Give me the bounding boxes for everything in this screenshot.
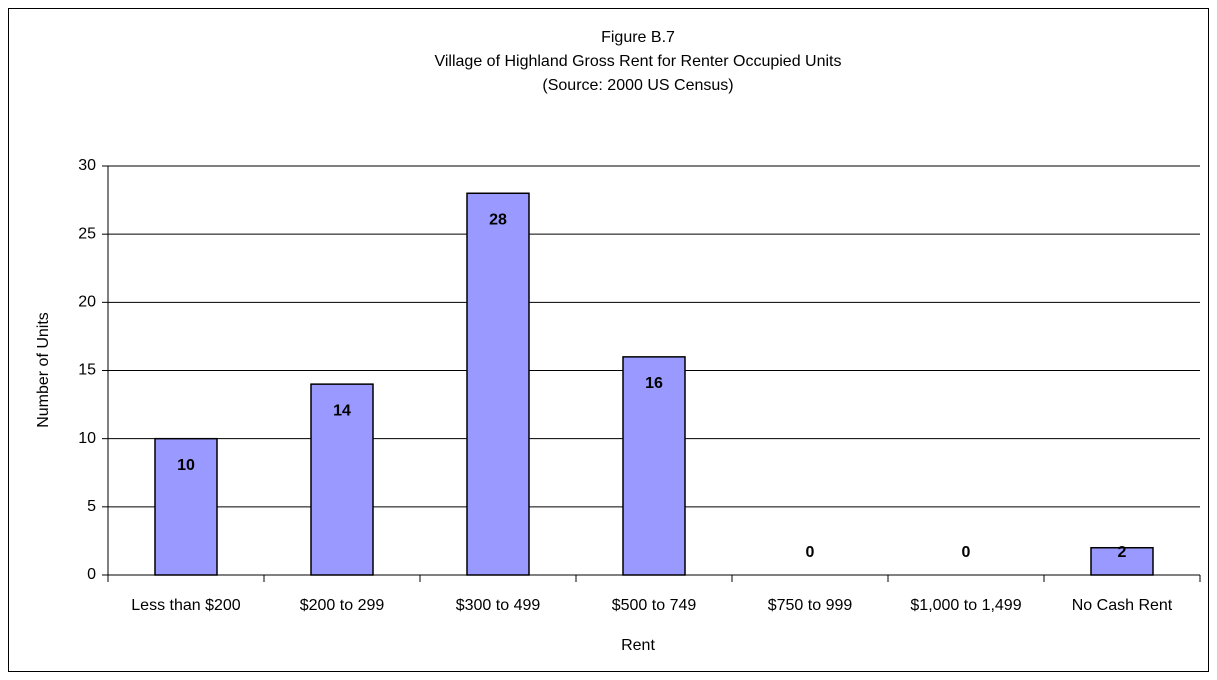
y-tick-label: 15	[78, 362, 96, 379]
bar	[310, 383, 374, 576]
x-tick-label: Less than $200	[131, 597, 241, 614]
y-tick-label: 0	[87, 566, 96, 583]
y-tick-label: 10	[78, 430, 96, 447]
y-tick-label: 25	[78, 225, 96, 242]
data-label: 10	[177, 457, 195, 474]
data-label: 14	[333, 402, 351, 419]
bar	[466, 192, 530, 576]
x-tick-label: $300 to 499	[456, 597, 541, 614]
data-label: 2	[1118, 544, 1127, 561]
x-axis-label: Rent	[621, 637, 655, 654]
bar	[622, 356, 686, 576]
x-tick-label: $200 to 299	[300, 597, 385, 614]
y-tick-label: 5	[87, 498, 96, 515]
data-label: 16	[645, 375, 663, 392]
bar	[154, 437, 218, 576]
x-tick-label: $750 to 999	[768, 597, 853, 614]
x-tick-label: $500 to 749	[612, 597, 697, 614]
chart-title: Village of Highland Gross Rent for Rente…	[434, 53, 841, 70]
data-label: 0	[962, 544, 971, 561]
chart-title: Figure B.7	[601, 29, 675, 46]
y-axis-label: Number of Units	[35, 312, 52, 428]
chart-subtitle: (Source: 2000 US Census)	[542, 77, 733, 94]
data-label: 28	[489, 211, 507, 228]
y-tick-label: 20	[78, 294, 96, 311]
data-label: 0	[806, 544, 815, 561]
y-tick-label: 30	[78, 157, 96, 174]
x-tick-label: No Cash Rent	[1072, 597, 1173, 614]
x-tick-label: $1,000 to 1,499	[910, 597, 1021, 614]
